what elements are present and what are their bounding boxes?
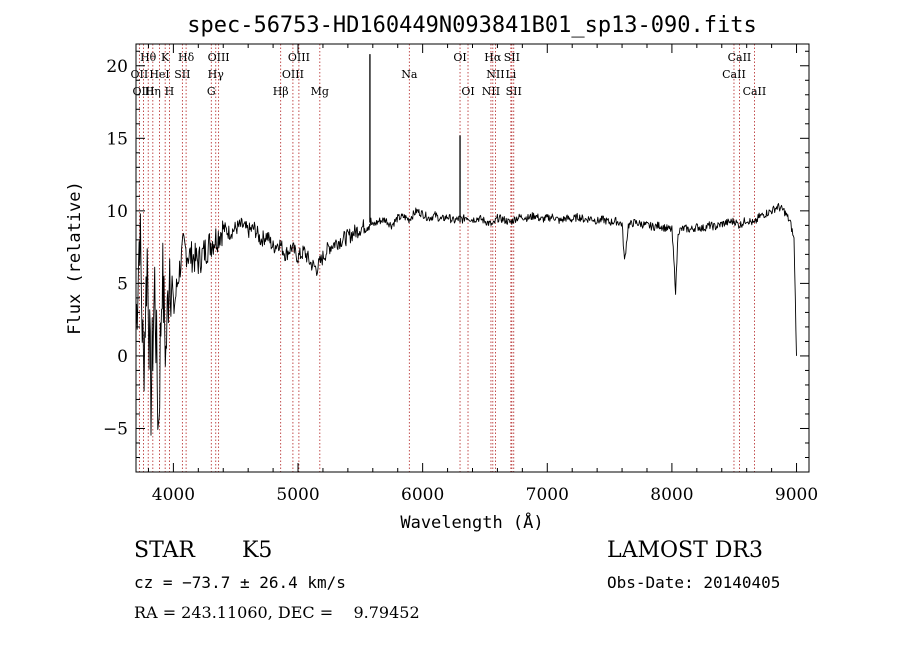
line-label-7: SII	[504, 51, 520, 64]
chart-title: spec-56753-HD160449N093841B01_sp13-090.f…	[187, 13, 757, 38]
line-label-13: OIII	[282, 68, 304, 81]
x-tick-label-4: 8000	[650, 485, 693, 505]
line-label-12: Hγ	[208, 68, 225, 81]
redshift-velocity: cz = −73.7 ± 26.4 km/s	[134, 573, 346, 592]
y-tick-label-0: −5	[103, 419, 128, 439]
line-label-25: NII	[482, 85, 500, 98]
object-subclass: K5	[242, 538, 273, 563]
line-label-15: NII	[486, 68, 504, 81]
x-axis-ticks: 4000 5000 6000 7000 8000 9000	[147, 44, 818, 505]
y-tick-label-3: 10	[106, 202, 128, 222]
line-label-0: Hθ	[140, 51, 157, 64]
line-label-26: SII	[506, 85, 522, 98]
line-label-8: CaII	[728, 51, 752, 64]
observation-date: Obs-Date: 20140405	[607, 573, 781, 592]
line-label-14: Na	[401, 68, 418, 81]
line-label-11: SII	[174, 68, 190, 81]
flux-series-line	[135, 203, 797, 436]
line-label-6: Hα	[484, 51, 502, 64]
line-label-3: OIII	[208, 51, 230, 64]
y-tick-label-4: 15	[106, 129, 128, 149]
y-axis-label: Flux (relative)	[65, 181, 85, 335]
x-tick-label-0: 4000	[152, 485, 195, 505]
object-class: STAR	[134, 538, 195, 563]
line-label-5: OI	[453, 51, 466, 64]
line-label-23: Mg	[311, 85, 329, 98]
line-label-16: Li	[505, 68, 516, 81]
line-label-22: Hβ	[273, 85, 289, 98]
line-label-10: HeI	[149, 68, 169, 81]
x-tick-label-5: 9000	[775, 485, 818, 505]
line-label-19: Hη	[145, 85, 161, 98]
x-axis-label: Wavelength (Å)	[400, 511, 543, 533]
plot-series	[135, 54, 797, 436]
line-label-9: OII	[131, 68, 149, 81]
survey-name: LAMOST DR3	[607, 538, 763, 563]
x-tick-label-3: 7000	[526, 485, 569, 505]
line-label-2: Hδ	[178, 51, 195, 64]
line-markers	[138, 44, 755, 472]
plot-frame	[135, 43, 810, 473]
y-tick-label-2: 5	[117, 274, 128, 294]
line-label-21: G	[207, 85, 216, 98]
y-tick-label-1: 0	[117, 347, 128, 367]
line-label-27: CaII	[743, 85, 767, 98]
x-tick-label-1: 5000	[276, 485, 319, 505]
x-tick-label-2: 6000	[401, 485, 444, 505]
line-label-20: H	[165, 85, 175, 98]
line-label-17: CaII	[722, 68, 746, 81]
coordinates: RA = 243.11060, DEC = 9.79452	[134, 603, 420, 622]
line-label-1: K	[161, 51, 170, 64]
line-label-24: OI	[461, 85, 474, 98]
line-label-4: OIII	[288, 51, 310, 64]
y-tick-label-5: 20	[106, 57, 128, 77]
y-axis-ticks: −5 0 5 10 15 20	[103, 50, 809, 458]
